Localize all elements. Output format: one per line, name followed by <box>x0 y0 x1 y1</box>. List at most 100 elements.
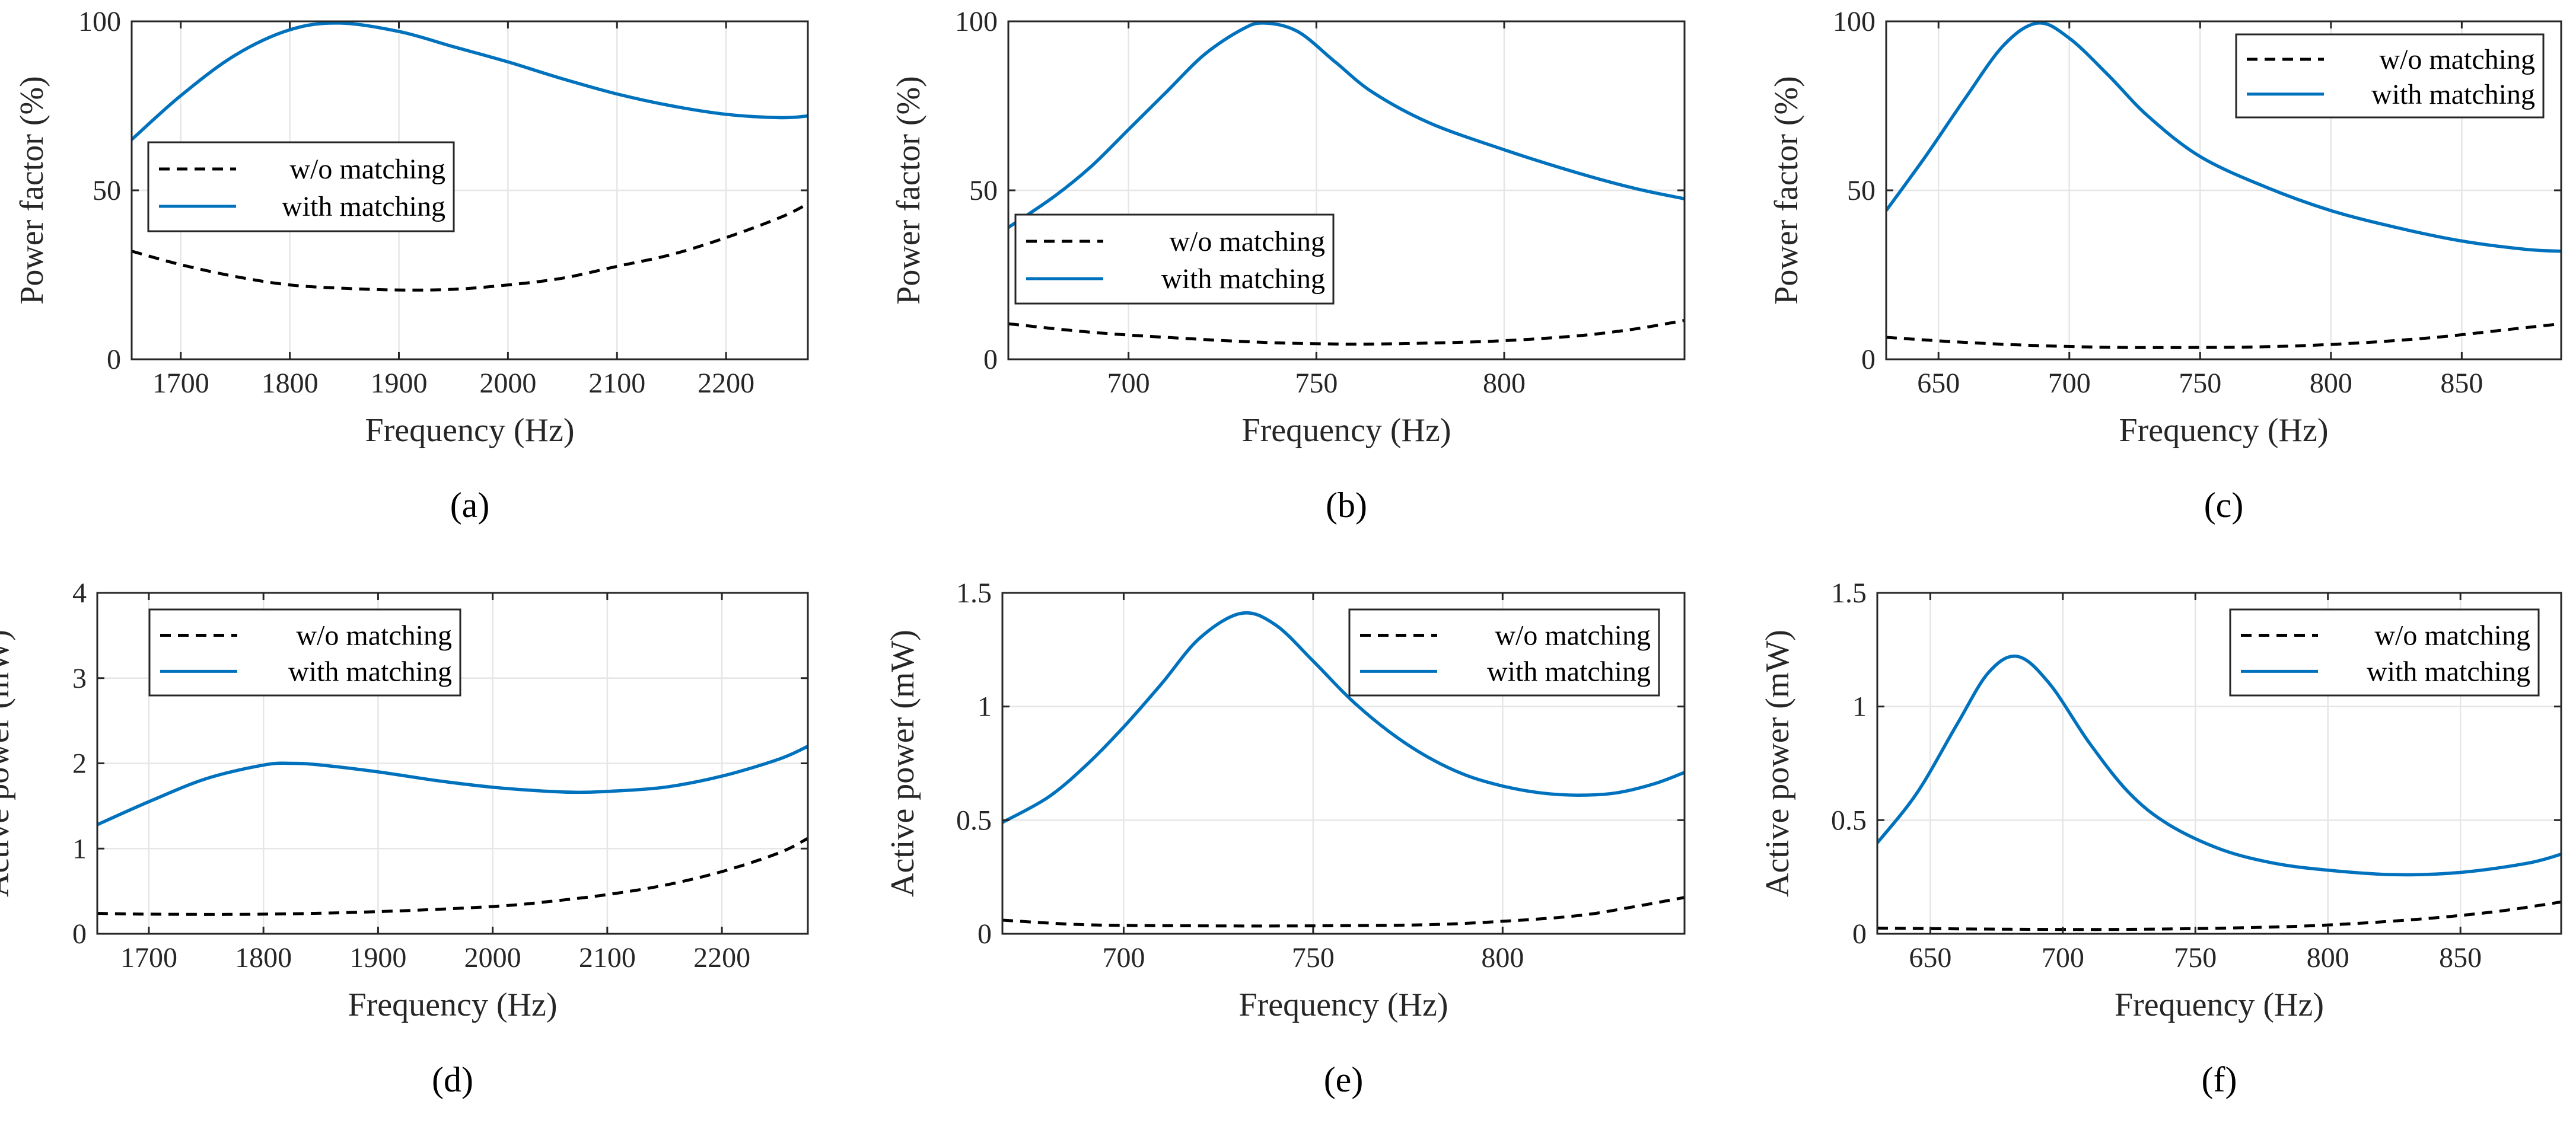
y-tick-label: 0 <box>107 344 121 375</box>
series-line-without-matching <box>97 837 808 916</box>
series-line-without-matching <box>1008 319 1685 346</box>
panel-caption: (d) <box>432 1060 473 1099</box>
series-line-with-matching <box>132 21 808 141</box>
legend: w/o matching with matching <box>2229 608 2540 697</box>
y-tick-label: 0 <box>983 344 998 375</box>
x-tick-label: 650 <box>1909 942 1951 974</box>
y-tick-label: 0 <box>977 918 992 950</box>
x-tick-label: 1900 <box>370 368 427 399</box>
y-tick-label: 4 <box>72 577 87 609</box>
y-axis-label: Power factor (%) <box>890 76 927 305</box>
y-tick-label: 0 <box>1852 918 1867 950</box>
x-tick-label: 1700 <box>152 368 209 399</box>
chart-panel-f: 650 700 750 800 850 0 0.5 1 1.5 Frequency (Hz) Act… <box>1759 577 2562 1099</box>
x-axis-label: Frequency (Hz) <box>348 987 558 1023</box>
x-tick-label: 750 <box>2174 942 2217 974</box>
x-axis-label: Frequency (Hz) <box>365 412 575 449</box>
panel-caption: (e) <box>1324 1060 1364 1099</box>
panel-caption: (f) <box>2202 1060 2237 1099</box>
legend: w/o matching with matching <box>2235 33 2545 119</box>
x-tick-label: 700 <box>1107 368 1150 399</box>
legend-box <box>2235 33 2545 119</box>
plot-frame <box>1001 592 1686 935</box>
y-axis-label: Active power (mW) <box>0 630 16 897</box>
y-tick-label: 0.5 <box>956 805 992 836</box>
legend: w/o matching with matching <box>1014 213 1335 305</box>
chart-panel-a: 1700 1800 1900 2000 2100 2200 0 50 100 Frequency … <box>14 6 809 525</box>
y-tick-label: 50 <box>93 175 121 206</box>
legend-box <box>2229 608 2540 697</box>
x-tick-label: 800 <box>1481 942 1524 974</box>
chart-panel-e: 700 750 800 0 0.5 1 1.5 Frequency (Hz) Active po… <box>884 577 1686 1099</box>
y-tick-label: 0 <box>1861 344 1876 375</box>
x-tick-label: 800 <box>1483 368 1526 399</box>
x-tick-label: 750 <box>1295 368 1338 399</box>
chart-panel-c: 650 700 750 800 850 0 50 100 Frequency (Hz) Power… <box>1768 6 2562 525</box>
y-tick-label: 1 <box>1852 691 1867 723</box>
y-tick-label: 100 <box>1833 6 1876 37</box>
y-tick-label: 50 <box>1847 175 1876 206</box>
x-tick-label: 2000 <box>464 942 521 974</box>
y-tick-label: 1.5 <box>1831 577 1867 609</box>
legend-label-without-matching: w/o matching <box>1495 620 1651 652</box>
series-line-without-matching <box>1877 900 2561 931</box>
x-tick-label: 1900 <box>349 942 406 974</box>
x-axis-label: Frequency (Hz) <box>2115 987 2324 1023</box>
legend-label-without-matching: w/o matching <box>296 620 452 652</box>
series-line-with-matching <box>97 745 808 826</box>
legend-label-with-matching: with matching <box>2371 79 2535 110</box>
legend-label-without-matching: w/o matching <box>2379 44 2535 75</box>
legend-box <box>147 141 455 232</box>
x-tick-label: 700 <box>2048 368 2091 399</box>
legend-label-without-matching: w/o matching <box>1169 226 1325 257</box>
x-tick-label: 1800 <box>262 368 319 399</box>
x-tick-label: 700 <box>1102 942 1145 974</box>
x-tick-label: 850 <box>2439 942 2482 974</box>
panel-caption: (a) <box>450 486 490 525</box>
x-tick-label: 750 <box>2179 368 2221 399</box>
legend-label-with-matching: with matching <box>1161 263 1325 295</box>
legend-label-without-matching: w/o matching <box>289 154 445 185</box>
series-line-without-matching <box>132 202 808 292</box>
legend-label-with-matching: with matching <box>282 191 445 222</box>
x-tick-label: 850 <box>2440 368 2483 399</box>
plot-frame <box>1876 592 2562 935</box>
series-line-with-matching <box>1886 21 2561 253</box>
y-tick-label: 1 <box>72 833 87 864</box>
legend: w/o matching with matching <box>148 608 461 697</box>
y-tick-label: 3 <box>72 663 87 694</box>
y-tick-label: 0 <box>72 918 87 950</box>
x-tick-label: 750 <box>1292 942 1335 974</box>
x-tick-label: 700 <box>2042 942 2084 974</box>
x-tick-label: 800 <box>2307 942 2349 974</box>
panel-caption: (c) <box>2204 486 2244 525</box>
legend-box <box>1014 213 1335 305</box>
legend-label-with-matching: with matching <box>2367 656 2530 687</box>
series-line-with-matching <box>1002 611 1685 824</box>
y-tick-label: 100 <box>955 6 998 37</box>
x-tick-label: 2000 <box>479 368 536 399</box>
x-tick-label: 800 <box>2310 368 2352 399</box>
y-axis-label: Active power (mW) <box>884 630 921 897</box>
x-tick-label: 650 <box>1917 368 1960 399</box>
y-tick-label: 1 <box>977 691 992 723</box>
legend-box <box>1348 608 1660 697</box>
x-tick-label: 2200 <box>698 368 754 399</box>
y-tick-label: 2 <box>72 748 87 780</box>
x-axis-label: Frequency (Hz) <box>2119 412 2329 449</box>
x-axis-label: Frequency (Hz) <box>1239 987 1448 1023</box>
x-axis-label: Frequency (Hz) <box>1242 412 1451 449</box>
legend-label-with-matching: with matching <box>288 656 452 687</box>
y-axis-label: Power factor (%) <box>1768 76 1805 305</box>
legend-box <box>148 608 461 697</box>
series-line-with-matching <box>1008 21 1685 229</box>
x-tick-label: 2100 <box>579 942 636 974</box>
legend-label-with-matching: with matching <box>1487 656 1651 687</box>
x-tick-label: 1800 <box>235 942 292 974</box>
legend: w/o matching with matching <box>1348 608 1660 697</box>
chart-panel-d: 1700 1800 1900 2000 2100 2200 0 1 2 3 4 Frequency (… <box>0 577 809 1099</box>
legend-label-without-matching: w/o matching <box>2374 620 2530 652</box>
x-tick-label: 1700 <box>120 942 177 974</box>
legend: w/o matching with matching <box>147 141 455 232</box>
